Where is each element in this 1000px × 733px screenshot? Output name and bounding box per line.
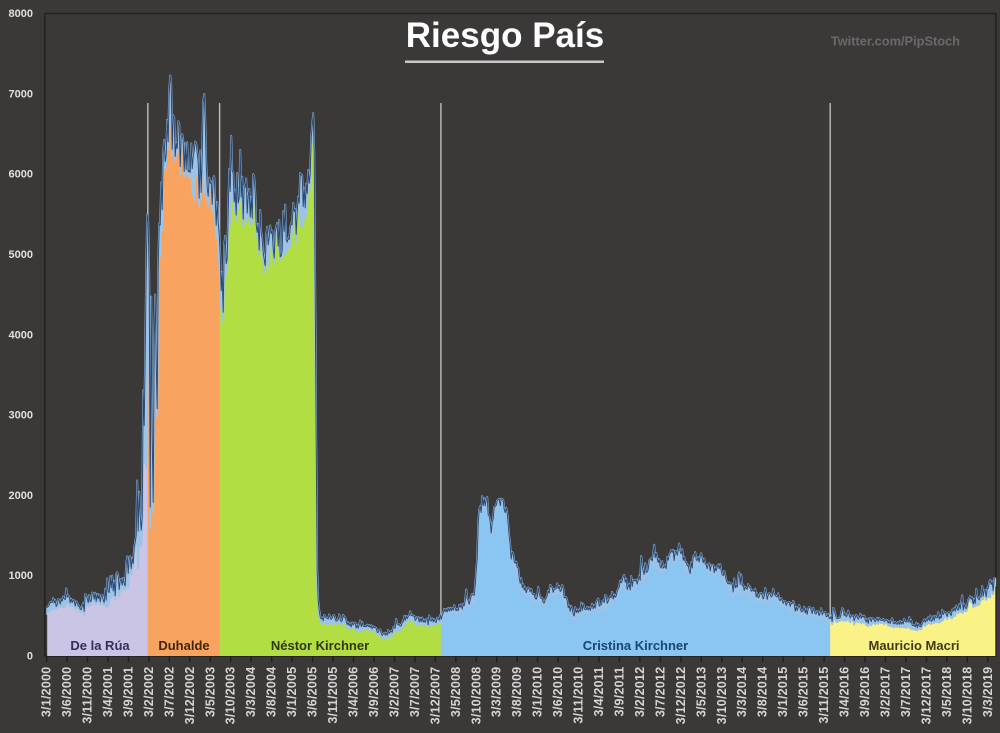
svg-text:3/10/2008: 3/10/2008	[469, 667, 483, 725]
svg-text:3/11/2015: 3/11/2015	[817, 667, 831, 724]
svg-text:3/10/2018: 3/10/2018	[960, 667, 974, 725]
svg-text:3/1/2010: 3/1/2010	[531, 667, 545, 718]
svg-text:3/2/2017: 3/2/2017	[879, 667, 893, 718]
svg-text:3/10/2013: 3/10/2013	[715, 667, 729, 725]
svg-text:3/8/2014: 3/8/2014	[756, 667, 770, 718]
svg-text:3/3/2019: 3/3/2019	[981, 667, 995, 718]
svg-text:Néstor Kirchner: Néstor Kirchner	[271, 638, 369, 653]
svg-text:3/7/2002: 3/7/2002	[162, 667, 176, 718]
svg-text:3/5/2008: 3/5/2008	[449, 667, 463, 718]
svg-text:3/6/2015: 3/6/2015	[797, 667, 811, 718]
svg-text:3/4/2016: 3/4/2016	[838, 667, 852, 718]
svg-text:3/2/2012: 3/2/2012	[633, 667, 647, 718]
svg-text:3/11/2010: 3/11/2010	[572, 667, 586, 724]
svg-text:3/9/2006: 3/9/2006	[367, 667, 381, 718]
svg-text:3/7/2007: 3/7/2007	[408, 667, 422, 718]
svg-text:3/5/2003: 3/5/2003	[203, 667, 217, 718]
svg-text:3/3/2004: 3/3/2004	[244, 667, 258, 718]
svg-text:4000: 4000	[9, 329, 33, 341]
svg-text:3/7/2017: 3/7/2017	[899, 667, 913, 718]
svg-text:3000: 3000	[9, 410, 33, 422]
svg-text:De la Rúa: De la Rúa	[70, 638, 130, 653]
svg-text:5000: 5000	[9, 249, 33, 261]
svg-text:3/8/2004: 3/8/2004	[265, 667, 279, 718]
svg-text:3/4/2011: 3/4/2011	[592, 667, 606, 717]
svg-text:Duhalde: Duhalde	[158, 638, 209, 653]
svg-text:0: 0	[27, 651, 33, 663]
svg-text:3/10/2003: 3/10/2003	[224, 667, 238, 725]
svg-text:3/8/2009: 3/8/2009	[510, 667, 524, 718]
svg-text:2000: 2000	[9, 490, 33, 502]
svg-text:3/9/2016: 3/9/2016	[858, 667, 872, 718]
svg-text:3/12/2007: 3/12/2007	[428, 667, 442, 725]
svg-text:3/12/2012: 3/12/2012	[674, 667, 688, 725]
svg-text:3/1/2000: 3/1/2000	[40, 667, 54, 718]
svg-text:3/12/2017: 3/12/2017	[919, 667, 933, 725]
svg-text:3/9/2011: 3/9/2011	[613, 667, 627, 717]
svg-text:3/12/2002: 3/12/2002	[183, 667, 197, 725]
svg-text:1000: 1000	[9, 570, 33, 582]
svg-text:Cristina Kirchner: Cristina Kirchner	[583, 638, 688, 653]
svg-text:3/2/2002: 3/2/2002	[142, 667, 156, 718]
svg-text:3/6/2010: 3/6/2010	[551, 667, 565, 718]
svg-text:3/4/2006: 3/4/2006	[347, 667, 361, 718]
svg-text:3/5/2013: 3/5/2013	[694, 667, 708, 718]
svg-text:Mauricio Macri: Mauricio Macri	[868, 638, 959, 653]
svg-text:3/2/2007: 3/2/2007	[387, 667, 401, 718]
svg-text:3/7/2012: 3/7/2012	[653, 667, 667, 718]
svg-text:3/1/2005: 3/1/2005	[285, 667, 299, 718]
svg-text:3/3/2009: 3/3/2009	[490, 667, 504, 718]
svg-text:Riesgo País: Riesgo País	[406, 16, 604, 55]
svg-text:3/11/2005: 3/11/2005	[326, 667, 340, 724]
svg-text:3/6/2000: 3/6/2000	[60, 667, 74, 718]
svg-text:3/5/2018: 3/5/2018	[940, 667, 954, 718]
svg-text:3/1/2015: 3/1/2015	[776, 667, 790, 718]
svg-text:8000: 8000	[9, 8, 33, 20]
svg-text:3/11/2000: 3/11/2000	[81, 667, 95, 724]
svg-text:3/4/2001: 3/4/2001	[101, 667, 115, 718]
svg-text:Twitter.com/PipStoch: Twitter.com/PipStoch	[831, 34, 960, 49]
svg-text:6000: 6000	[9, 169, 33, 181]
svg-text:3/6/2005: 3/6/2005	[306, 667, 320, 718]
svg-text:7000: 7000	[9, 88, 33, 100]
svg-text:3/9/2001: 3/9/2001	[121, 667, 135, 718]
svg-text:3/3/2014: 3/3/2014	[735, 667, 749, 718]
